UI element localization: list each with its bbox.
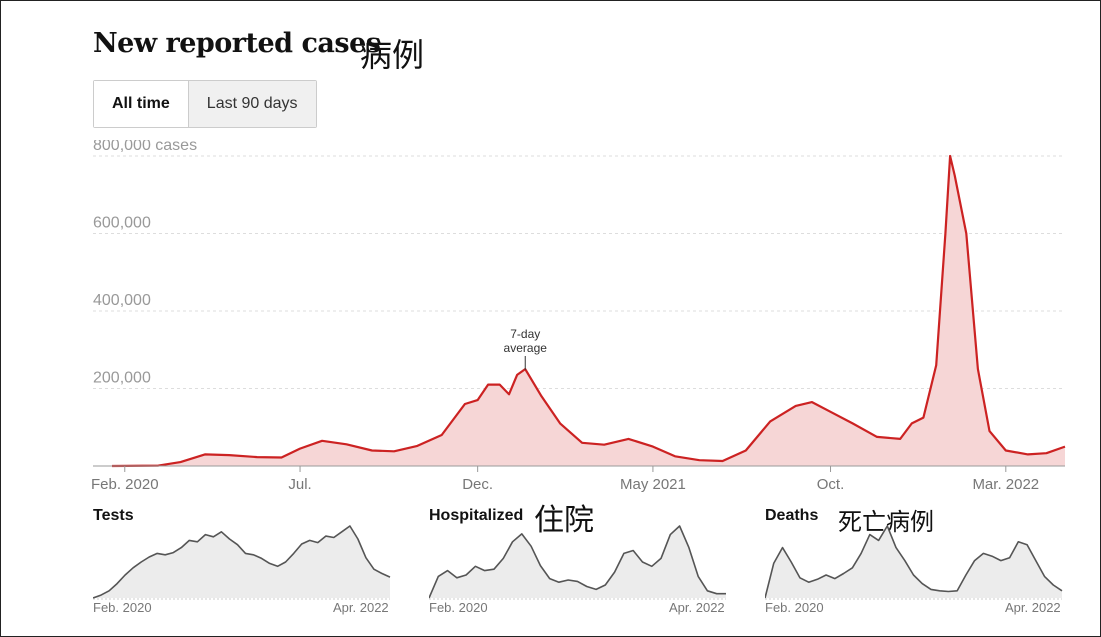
x-tick-label: Jul.: [288, 476, 311, 493]
sparkline-line: [429, 525, 726, 599]
y-tick-label: 600,000: [93, 215, 151, 232]
hospitalized-annotation: 住院: [534, 503, 594, 538]
tests-title: Tests: [93, 507, 134, 524]
tests-sparkline: [93, 525, 391, 600]
hospitalized-title: Hospitalized: [429, 507, 524, 524]
deaths-title: Deaths: [765, 507, 819, 524]
hospitalized-sparkline: [429, 525, 726, 600]
y-tick-label: 200,000: [93, 370, 151, 387]
x-tick-label: Dec.: [462, 476, 493, 493]
tests-x-start: Feb. 2020: [93, 600, 152, 615]
annotation-label: average: [504, 341, 548, 355]
hospitalized-x-end: Apr. 2022: [669, 600, 725, 615]
sparkline-line: [93, 525, 391, 599]
x-tick-label: Mar. 2022: [972, 476, 1039, 493]
page-title: New reported cases: [93, 28, 381, 59]
deaths-x-start: Feb. 2020: [765, 600, 824, 615]
last-90-days-button[interactable]: Last 90 days: [187, 81, 316, 127]
cases-line: [111, 154, 1066, 468]
deaths-sparkline: [765, 525, 1063, 600]
tests-x-end: Apr. 2022: [333, 600, 389, 615]
cases-area: [112, 156, 1065, 466]
title-annotation: 病例: [360, 36, 425, 74]
y-tick-label: 800,000 cases: [93, 140, 197, 154]
sparkline-area: [765, 526, 1062, 598]
x-tick-label: Oct.: [817, 476, 845, 493]
main-cases-chart: 800,000 cases 600,000 400,000 200,000 Feb. 2…: [91, 140, 1066, 493]
sparkline-area: [429, 526, 726, 598]
hospitalized-x-start: Feb. 2020: [429, 600, 488, 615]
sparkline-line: [765, 525, 1063, 599]
y-tick-label: 400,000: [93, 292, 151, 309]
annotation-label: 7-day: [510, 327, 540, 341]
time-range-toggle: All time Last 90 days: [93, 80, 317, 128]
all-time-button[interactable]: All time: [94, 81, 188, 127]
deaths-x-end: Apr. 2022: [1005, 600, 1061, 615]
x-tick-label: May 2021: [620, 476, 686, 493]
sparkline-area: [93, 526, 390, 598]
x-tick-label: Feb. 2020: [91, 476, 159, 493]
